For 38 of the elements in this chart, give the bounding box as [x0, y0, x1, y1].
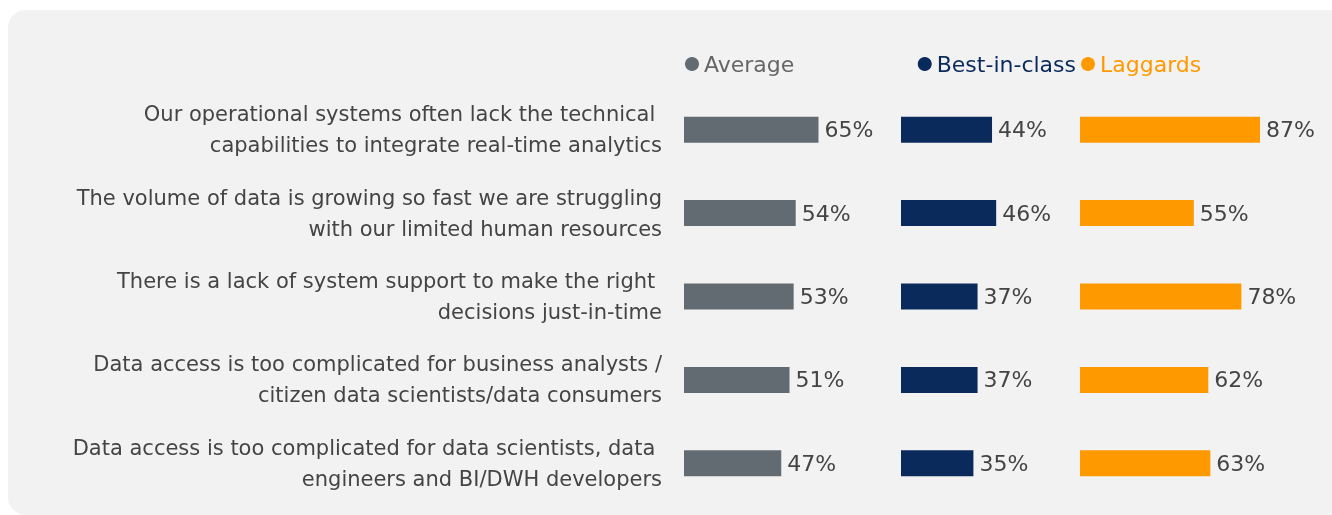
bar: [901, 200, 997, 227]
bar: [901, 366, 978, 393]
bar: [684, 366, 790, 393]
data-label: 78%: [1247, 284, 1297, 309]
bar: [684, 450, 782, 477]
data-label: 51%: [795, 367, 845, 393]
data-label: 44%: [998, 117, 1047, 143]
bar: [684, 200, 796, 227]
y-tick-label: Our operational systems often lack the technical capabilities to integrate real-time analytics: [143, 102, 662, 158]
bar: [684, 116, 819, 143]
y-tick-label: Data access is too complicated for data scientists, data engineers and BI/DWH developers: [72, 435, 662, 491]
bar: [684, 283, 794, 310]
bar: [901, 116, 993, 143]
bar: [1080, 200, 1194, 227]
data-label: 54%: [801, 200, 851, 226]
data-label: 87%: [1266, 117, 1315, 143]
data-label: 55%: [1199, 200, 1249, 226]
bar: [1080, 450, 1211, 477]
data-label: 47%: [787, 450, 837, 476]
data-label: 53%: [799, 284, 849, 309]
legend-label: Average: [704, 51, 795, 77]
data-label: 35%: [979, 450, 1029, 476]
legend-label: Best-in-class: [936, 51, 1076, 77]
data-label: 65%: [824, 117, 874, 143]
bar: [901, 283, 978, 310]
data-label: 46%: [1002, 200, 1052, 226]
y-tick-label: There is a lack of system support to make the right decisions just-in-time: [116, 269, 662, 324]
data-label: 63%: [1216, 450, 1266, 476]
legend-label: Laggards: [1100, 51, 1202, 77]
bar: [1080, 116, 1260, 143]
data-label: 37%: [983, 284, 1033, 309]
data-label: 37%: [983, 367, 1033, 393]
bar: [1080, 366, 1209, 393]
y-tick-label: The volume of data is growing so fast we are struggling with our limited human resources: [75, 185, 662, 241]
y-tick-label: Data access is too complicated for business analysts /citizen data scientists/data consumers: [93, 352, 663, 408]
bar: [901, 450, 974, 477]
data-label: 62%: [1214, 367, 1264, 393]
bar: [1080, 283, 1242, 310]
